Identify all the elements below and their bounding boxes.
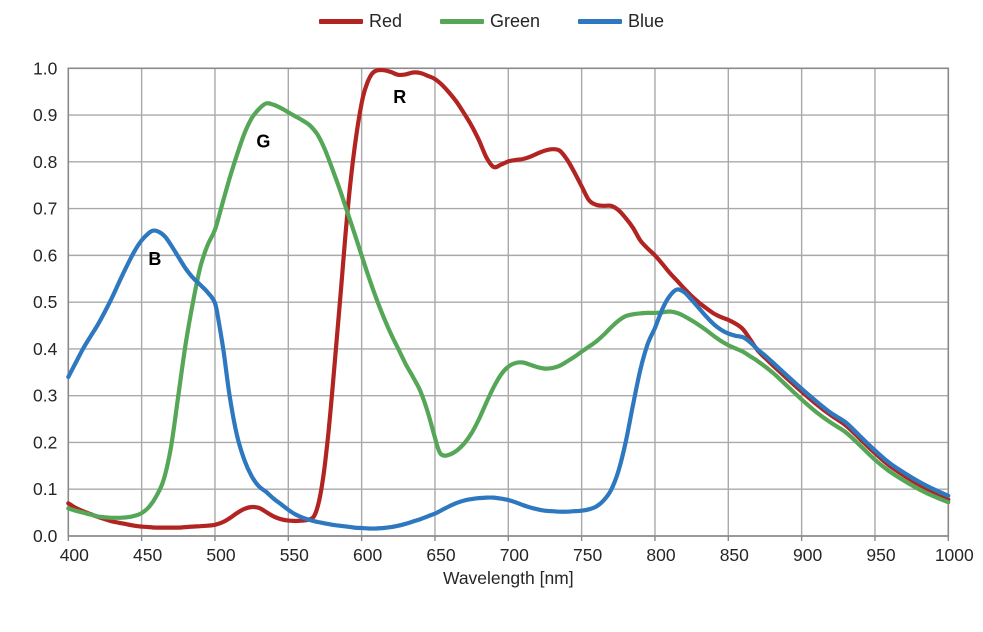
x-tick-label: 450 <box>133 545 162 565</box>
x-tick-label: 800 <box>646 545 675 565</box>
legend-item-green: Green <box>439 11 541 31</box>
legend-label-red: Red <box>368 11 402 31</box>
x-tick-label: 550 <box>280 545 309 565</box>
x-tick-label: 1000 <box>935 545 974 565</box>
green-line-swatch <box>439 18 484 24</box>
x-tick-label: 950 <box>866 545 895 565</box>
legend-item-red: Red <box>318 11 402 31</box>
y-tick-label: 0.6 <box>33 245 57 265</box>
x-axis-ticks <box>67 536 949 541</box>
curve-label-g: G <box>256 132 270 152</box>
red-curve <box>66 67 951 530</box>
y-tick-label: 0.4 <box>33 339 58 359</box>
y-tick-label: 0.1 <box>33 479 57 499</box>
curve-label-b: B <box>148 249 161 269</box>
x-tick-label: 650 <box>426 545 455 565</box>
y-tick-label: 0.5 <box>33 292 57 312</box>
x-tick-label: 700 <box>500 545 529 565</box>
y-tick-label: 0.3 <box>33 386 57 406</box>
x-tick-label: 750 <box>573 545 602 565</box>
x-tick-label: 900 <box>793 545 822 565</box>
y-tick-label: 0.9 <box>33 105 57 125</box>
y-tick-label: 1.0 <box>33 58 58 78</box>
y-tick-label: 0.8 <box>33 152 57 172</box>
blue-line-swatch <box>578 18 623 24</box>
legend-item-blue: Blue <box>578 11 664 31</box>
gridlines <box>67 67 949 537</box>
curve-label-r: R <box>393 87 406 107</box>
chart-legend: Red Green Blue <box>0 11 983 31</box>
green-curve <box>66 101 951 520</box>
y-tick-label: 0.2 <box>33 432 57 452</box>
y-tick-label: 0.7 <box>33 199 57 219</box>
x-tick-label: 500 <box>206 545 235 565</box>
x-tick-label: 850 <box>720 545 749 565</box>
legend-label-green: Green <box>489 11 541 31</box>
y-tick-label: 0.0 <box>33 526 58 546</box>
x-tick-label: 600 <box>353 545 382 565</box>
x-tick-label: 400 <box>60 545 89 565</box>
x-axis-title: Wavelength [nm] <box>443 568 574 588</box>
blue-curve <box>66 228 951 531</box>
legend-label-blue: Blue <box>628 11 665 31</box>
red-line-swatch <box>318 18 363 24</box>
